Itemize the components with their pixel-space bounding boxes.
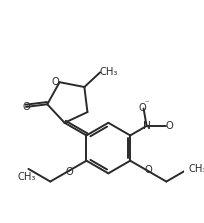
Text: CH₃: CH₃ <box>17 172 36 182</box>
Text: O: O <box>165 121 173 131</box>
Text: O: O <box>22 102 30 112</box>
Text: O: O <box>145 165 153 175</box>
Text: O: O <box>51 77 59 87</box>
Text: CH₃: CH₃ <box>188 164 204 174</box>
Text: ⁻: ⁻ <box>145 99 149 109</box>
Text: O: O <box>65 167 73 177</box>
Text: N: N <box>143 121 151 131</box>
Text: O: O <box>139 103 146 113</box>
Text: CH₃: CH₃ <box>100 67 118 77</box>
